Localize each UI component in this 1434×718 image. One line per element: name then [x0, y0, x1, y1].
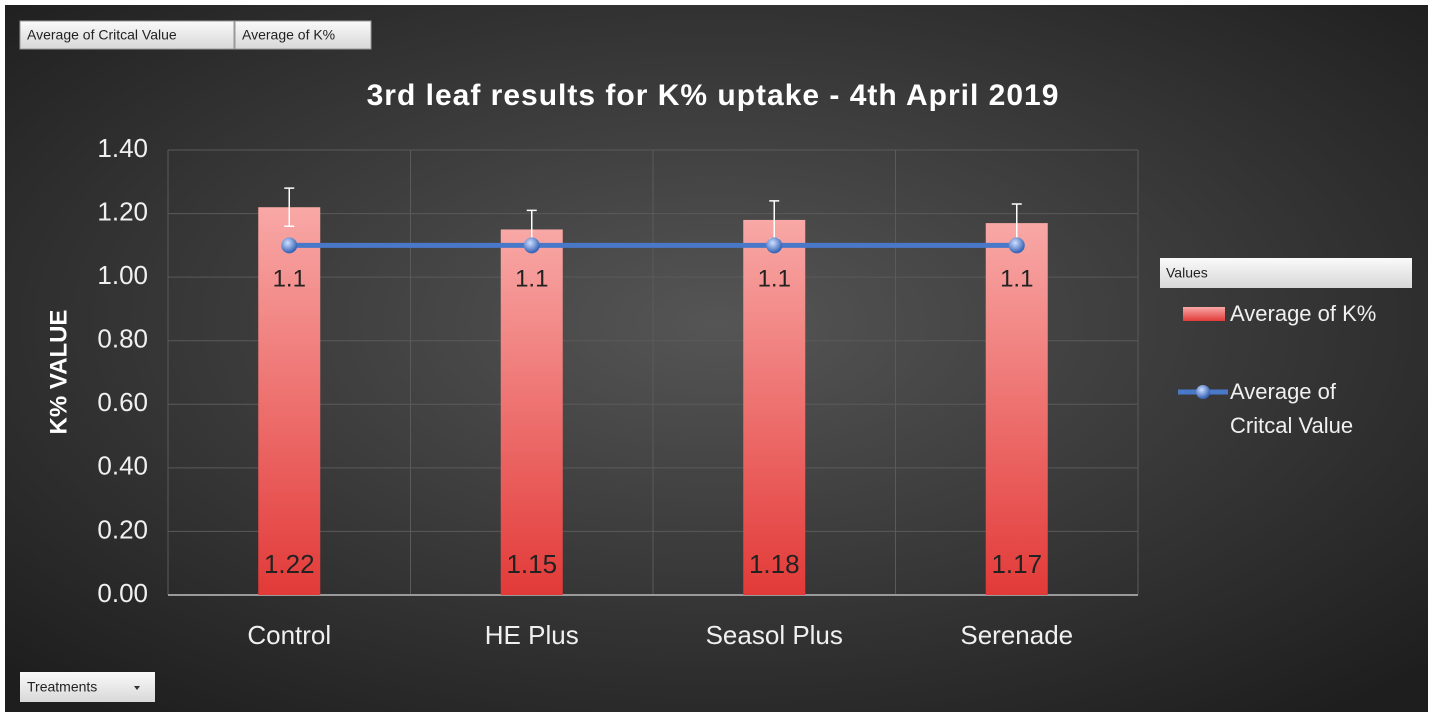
data-label: 1.1 [1000, 266, 1033, 293]
field-button-label: Average of K% [242, 27, 335, 43]
legend-header [1160, 258, 1412, 288]
x-tick-label: Control [247, 620, 331, 650]
data-label: 1.1 [273, 266, 306, 293]
y-tick-label: 1.00 [97, 260, 148, 290]
legend-label: Average of Critcal Value [1230, 379, 1354, 438]
data-label: 1.17 [991, 549, 1042, 579]
field-button[interactable] [20, 672, 155, 702]
field-button-label: Average of Critcal Value [27, 27, 177, 43]
y-tick-label: 0.00 [97, 578, 148, 608]
y-tick-label: 0.60 [97, 387, 148, 417]
y-tick-label: 0.40 [97, 451, 148, 481]
y-tick-label: 1.20 [97, 196, 148, 226]
data-label: 1.18 [749, 549, 800, 579]
y-tick-label: 0.80 [97, 324, 148, 354]
line-marker [523, 237, 540, 254]
legend-marker [1196, 385, 1210, 399]
line-marker [1008, 237, 1025, 254]
field-button[interactable] [234, 20, 372, 50]
chart-title: 3rd leaf results for K% uptake - 4th Apr… [367, 79, 1060, 112]
error-bar [284, 187, 295, 228]
bar [258, 207, 321, 595]
legend-label: Average of K% [1230, 301, 1377, 326]
data-label: 1.15 [506, 549, 557, 579]
field-button-label: Treatments [27, 679, 97, 695]
legend-label-box: Average of K% [1230, 301, 1377, 326]
y-tick-label: 0.20 [97, 514, 148, 544]
y-tick-label: 1.40 [97, 133, 148, 163]
data-label: 1.1 [758, 266, 791, 293]
field-button[interactable] [19, 20, 235, 50]
bar [985, 223, 1048, 595]
y-axis-title: K% VALUE [45, 310, 72, 435]
legend-swatch [1183, 307, 1225, 321]
x-tick-label: Seasol Plus [706, 620, 843, 650]
bar [500, 229, 563, 595]
x-tick-label: Serenade [960, 620, 1073, 650]
x-tick-label: HE Plus [485, 620, 579, 650]
legend-title: Values [1166, 265, 1208, 281]
legend-label-box: Average of Critcal Value [1230, 379, 1354, 438]
data-label: 1.22 [264, 549, 315, 579]
line-marker [766, 237, 783, 254]
data-label: 1.1 [515, 266, 548, 293]
bar [743, 219, 806, 595]
line-marker [281, 237, 298, 254]
dropdown-arrow [134, 686, 140, 690]
